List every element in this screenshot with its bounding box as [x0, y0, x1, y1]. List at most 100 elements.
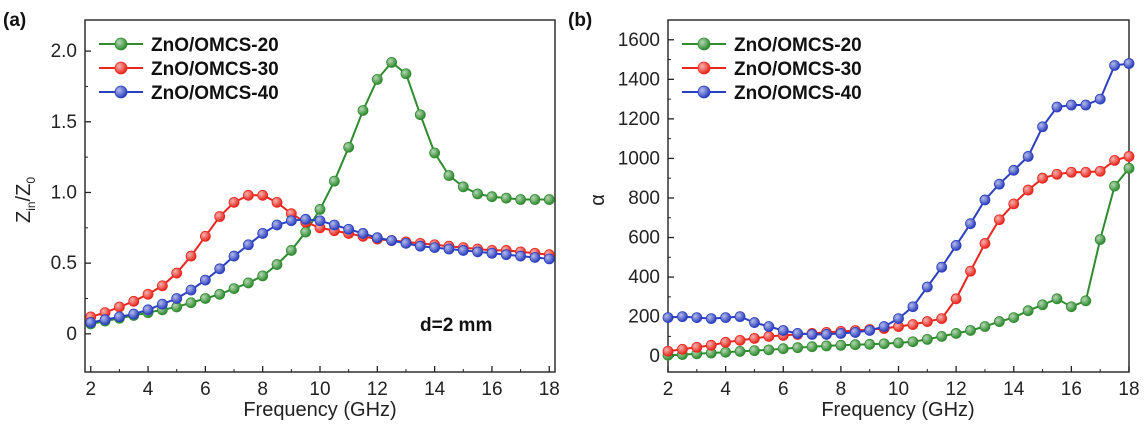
- data-point: [156, 298, 168, 310]
- data-point: [835, 339, 847, 351]
- panel-a: (a) 2 4 6 8 10 12 14 16 18 0 0.5 1.0 1.5 2.0 Frequen…: [3, 10, 560, 421]
- data-point: [500, 192, 512, 204]
- data-point: [677, 311, 688, 323]
- data-point: [734, 311, 746, 323]
- x-tick-label: 4: [720, 379, 731, 400]
- data-point: [749, 317, 760, 328]
- data-point: [429, 147, 441, 159]
- data-point: [720, 346, 732, 358]
- data-point: [457, 245, 469, 256]
- x-tick-label: 18: [1118, 379, 1139, 400]
- data-point: [128, 308, 140, 320]
- data-point: [343, 223, 355, 235]
- x-tick-label: 6: [778, 379, 789, 400]
- data-point: [921, 316, 933, 327]
- data-point: [486, 247, 498, 259]
- x-tick-label: 18: [539, 379, 560, 400]
- data-point: [965, 325, 976, 336]
- data-point: [472, 246, 484, 258]
- data-point: [1109, 60, 1120, 71]
- x-tick-label: 2: [85, 379, 96, 400]
- data-point: [1065, 99, 1077, 111]
- data-point: [99, 314, 111, 326]
- panel-b-legend: ZnO/OMCS-20 ZnO/OMCS-30 ZnO/OMCS-40: [682, 35, 862, 104]
- data-point: [921, 333, 933, 345]
- x-tick-label: 12: [367, 379, 388, 400]
- data-point: [1051, 101, 1063, 113]
- legend-marker: [697, 85, 711, 99]
- data-point: [500, 249, 512, 261]
- data-point: [300, 213, 312, 225]
- data-point: [443, 170, 455, 181]
- data-point: [893, 337, 904, 349]
- data-point: [965, 265, 976, 277]
- data-point: [400, 68, 412, 80]
- legend-label: ZnO/OMCS-20: [734, 35, 862, 56]
- data-point: [749, 345, 760, 357]
- data-point: [199, 274, 211, 286]
- data-point: [979, 238, 991, 249]
- panel-b: (b) 2 4 6 8 10 12 14 16 18 0 200 400 600 800 1000 1200…: [568, 10, 1140, 421]
- data-point: [515, 250, 527, 262]
- x-tick-label: 16: [481, 379, 502, 400]
- data-point: [543, 194, 555, 205]
- data-point: [1065, 166, 1077, 178]
- data-point: [720, 336, 732, 348]
- y-tick-label: 0: [66, 324, 77, 345]
- data-point: [113, 301, 125, 313]
- panel-a-label: (a): [3, 10, 26, 31]
- data-point: [936, 313, 948, 325]
- data-point: [1008, 312, 1020, 324]
- legend-marker: [697, 61, 711, 75]
- y-tick-label: 200: [628, 307, 660, 328]
- panel-a-x-ticks: 2 4 6 8 10 12 14 16 18: [85, 366, 560, 400]
- data-point: [734, 346, 746, 357]
- svg-text:Zin/Z0: Zin/Z0: [13, 177, 38, 223]
- data-point: [156, 280, 168, 292]
- data-point: [543, 253, 555, 265]
- data-point: [1008, 164, 1020, 176]
- data-point: [1037, 299, 1048, 311]
- data-point: [228, 250, 240, 262]
- data-point: [993, 316, 1005, 327]
- data-point: [1022, 184, 1034, 196]
- data-point: [734, 334, 746, 346]
- data-point: [763, 321, 775, 332]
- data-point: [400, 237, 412, 249]
- x-tick-label: 8: [836, 379, 847, 400]
- legend-label: ZnO/OMCS-20: [151, 35, 279, 56]
- data-point: [285, 215, 297, 227]
- data-point: [864, 338, 876, 350]
- x-tick-label: 6: [200, 379, 211, 400]
- data-point: [677, 343, 688, 355]
- data-point: [893, 313, 904, 325]
- data-point: [171, 293, 183, 304]
- data-point: [777, 343, 789, 355]
- data-point: [749, 332, 760, 344]
- data-point: [1094, 93, 1106, 105]
- data-point: [993, 178, 1005, 190]
- data-point: [878, 321, 890, 332]
- data-point: [228, 283, 240, 294]
- data-point: [257, 189, 269, 201]
- data-point: [371, 73, 383, 85]
- data-point: [806, 341, 818, 353]
- data-point: [835, 328, 847, 339]
- data-point: [950, 293, 962, 305]
- data-point: [1080, 99, 1092, 111]
- data-point: [1022, 151, 1034, 162]
- data-point: [242, 189, 254, 201]
- panel-a-annotation: d=2 mm: [420, 315, 492, 336]
- data-point: [328, 219, 340, 231]
- data-point: [414, 240, 426, 252]
- data-point: [113, 311, 125, 323]
- data-point: [214, 263, 226, 275]
- data-point: [386, 57, 398, 68]
- panel-a-y-axis-label: Zin/Z0: [13, 177, 38, 223]
- panel-b-x-ticks: 2 4 6 8 10 12 14 16 18: [663, 366, 1140, 400]
- y-tick-label: 400: [628, 267, 660, 288]
- y-tick-label: 2.0: [51, 41, 77, 62]
- y-tick-label: 1.5: [51, 112, 77, 133]
- x-tick-label: 10: [888, 379, 909, 400]
- x-tick-label: 4: [143, 379, 154, 400]
